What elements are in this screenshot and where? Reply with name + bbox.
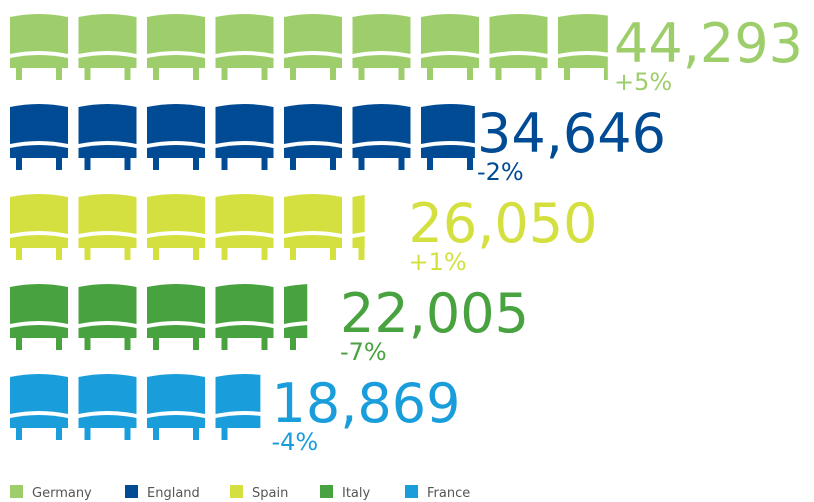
change-label: +5% bbox=[614, 68, 672, 96]
legend-swatch bbox=[320, 485, 333, 498]
value-label: 34,646 bbox=[477, 102, 666, 165]
icon-row bbox=[10, 284, 308, 350]
legend-label: France bbox=[427, 486, 470, 501]
icon-row bbox=[10, 14, 608, 80]
legend-swatch bbox=[125, 485, 138, 498]
value-label: 26,050 bbox=[409, 192, 598, 255]
legend-label: Spain bbox=[252, 486, 288, 501]
change-label: -4% bbox=[272, 428, 319, 456]
legend-swatch bbox=[230, 485, 243, 498]
change-label: -2% bbox=[477, 158, 524, 186]
icon-row bbox=[10, 194, 365, 260]
change-label: -7% bbox=[340, 338, 387, 366]
legend-swatch bbox=[405, 485, 418, 498]
value-label: 18,869 bbox=[272, 372, 461, 435]
icon-row bbox=[10, 374, 261, 440]
value-label: 22,005 bbox=[340, 282, 529, 345]
legend-label: England bbox=[147, 486, 200, 501]
icon-row bbox=[10, 104, 475, 170]
legend-label: Germany bbox=[32, 486, 92, 501]
value-label: 44,293 bbox=[614, 12, 803, 75]
legend-swatch bbox=[10, 485, 23, 498]
change-label: +1% bbox=[409, 248, 467, 276]
legend-label: Italy bbox=[342, 486, 371, 501]
